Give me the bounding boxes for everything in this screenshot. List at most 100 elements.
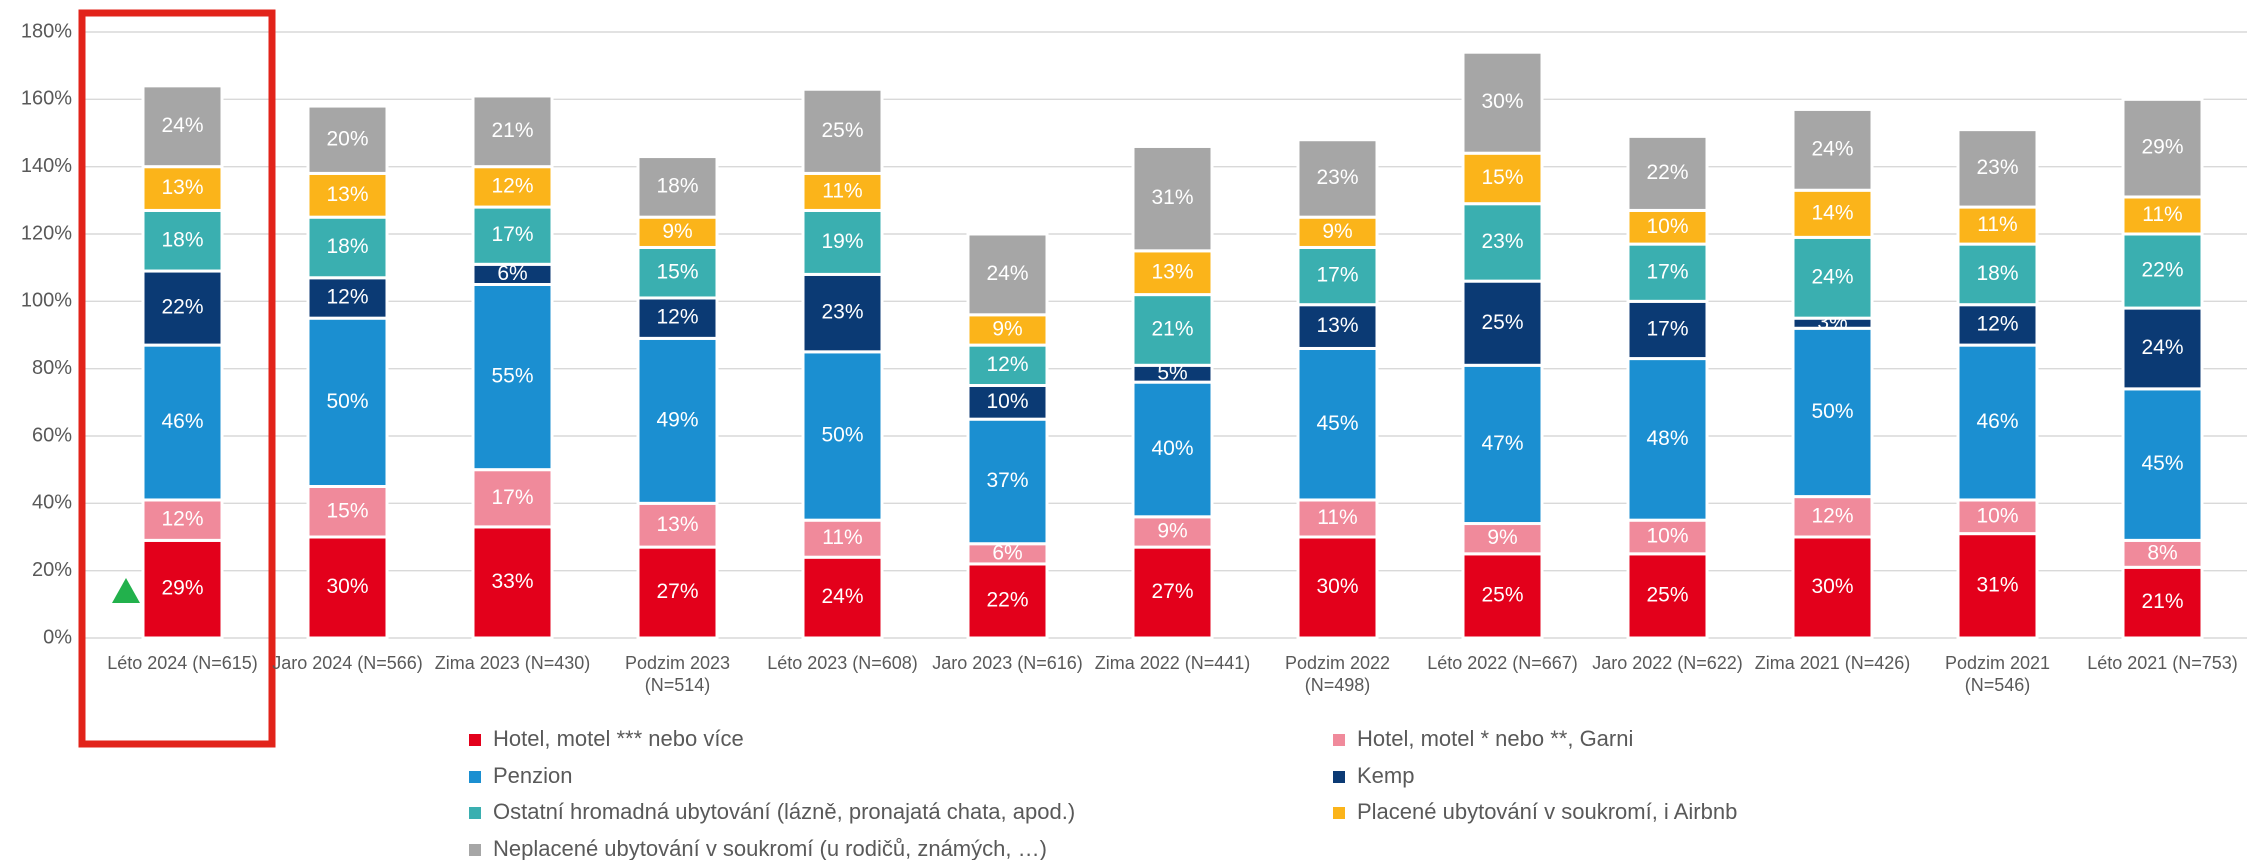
data-label: 27% <box>656 580 698 603</box>
data-label: 11% <box>822 179 862 202</box>
bar-segment <box>1461 552 1544 640</box>
data-label: 30% <box>326 575 368 598</box>
data-label: 30% <box>1481 90 1523 113</box>
bar-segment <box>1626 134 1709 212</box>
legend-item: Neplacené ubytování v soukromí (u rodičů… <box>469 836 1047 860</box>
data-label: 50% <box>821 424 863 447</box>
bar-segment <box>306 215 389 280</box>
bar-segment <box>1956 242 2039 307</box>
bar-segment <box>306 485 389 539</box>
x-tick-label: Léto 2021 (N=753) <box>2087 653 2238 673</box>
data-label: 31% <box>1151 186 1193 209</box>
bar-segment <box>1626 242 1709 303</box>
y-tick-label: 20% <box>32 559 72 581</box>
bar-segment <box>471 283 554 472</box>
data-label: 9% <box>1157 519 1187 542</box>
data-label: 25% <box>1481 311 1523 334</box>
bar-segment <box>636 155 719 219</box>
data-label: 18% <box>326 235 368 258</box>
data-label: 14% <box>1811 201 1853 224</box>
legend-swatch <box>469 770 481 783</box>
legend-label: Ostatní hromadná ubytování (lázně, prona… <box>493 799 1076 824</box>
bar-segment <box>1956 128 2039 209</box>
bar-segment <box>471 165 554 209</box>
data-label: 25% <box>1481 583 1523 606</box>
bar-segment <box>1956 205 2039 246</box>
data-label: 20% <box>326 127 368 150</box>
bar-segment <box>966 417 1049 546</box>
data-label: 22% <box>2141 259 2183 282</box>
bar-segment <box>1131 249 1214 297</box>
x-tick-label: Jaro 2023 (N=616) <box>932 653 1083 673</box>
data-label: 11% <box>1317 506 1357 529</box>
data-label: 9% <box>992 317 1022 340</box>
bar-segment <box>966 313 1049 347</box>
bar-segment <box>1296 303 1379 350</box>
data-label: 24% <box>986 262 1028 285</box>
data-label: 15% <box>656 260 698 283</box>
bar-segment <box>801 555 884 640</box>
x-tick-label: Zima 2023 (N=430) <box>434 653 591 673</box>
data-label: 11% <box>1977 213 2017 236</box>
data-label: 19% <box>821 230 863 253</box>
data-label: 24% <box>2141 336 2183 359</box>
bar-segment <box>1296 245 1379 307</box>
data-label: 11% <box>2142 203 2182 226</box>
data-label: 31% <box>1976 573 2018 596</box>
data-label: 23% <box>1481 230 1523 253</box>
data-label: 13% <box>656 513 698 536</box>
data-label: 23% <box>1316 166 1358 189</box>
bar-segment <box>2121 97 2204 199</box>
bar-segment <box>1461 363 1544 526</box>
data-label: 29% <box>161 577 203 600</box>
legend-swatch <box>1333 770 1345 783</box>
data-label: 9% <box>662 220 692 243</box>
legend-label: Penzion <box>493 762 573 788</box>
bar-segment <box>1296 215 1379 249</box>
data-label: 25% <box>1646 583 1688 606</box>
data-label: 45% <box>2141 452 2183 475</box>
data-label: 22% <box>161 296 203 319</box>
bar-segment <box>1626 299 1709 361</box>
data-label: 15% <box>326 499 368 522</box>
y-tick-label: 0% <box>43 626 72 648</box>
data-label: 13% <box>1316 314 1358 337</box>
data-label: 15% <box>1481 166 1523 189</box>
x-tick-label: Jaro 2024 (N=566) <box>272 653 423 673</box>
x-tick-label: Podzim 2021 (N=546) <box>1944 653 2051 695</box>
x-tick-label: Léto 2022 (N=667) <box>1427 653 1578 673</box>
data-label: 10% <box>986 390 1028 413</box>
data-label: 17% <box>1316 264 1358 287</box>
bar-segment <box>966 562 1049 640</box>
legend-label: Neplacené ubytování v soukromí (u rodičů… <box>493 835 1047 860</box>
bar-segment <box>1791 107 1874 192</box>
y-tick-label: 100% <box>21 290 72 312</box>
data-label: 18% <box>161 228 203 251</box>
data-label: 55% <box>491 365 533 388</box>
data-label: 10% <box>1976 504 2018 527</box>
data-label: 24% <box>1811 265 1853 288</box>
data-label: 10% <box>1646 525 1688 548</box>
bar-segment <box>966 232 1049 317</box>
bar-segment <box>1791 235 1874 320</box>
y-tick-label: 40% <box>32 492 72 514</box>
data-label: 45% <box>1316 412 1358 435</box>
legend-item: Penzion <box>469 763 573 789</box>
data-label: 17% <box>1646 317 1688 340</box>
bar-segment <box>1296 498 1379 539</box>
bar-segment <box>1956 532 2039 640</box>
x-tick-label: Zima 2021 (N=426) <box>1754 653 1911 673</box>
bar-segment <box>1626 357 1709 522</box>
data-label: 13% <box>1151 260 1193 283</box>
bar-segment <box>306 104 389 175</box>
legend-item: Placené ubytování v soukromí, i Airbnb <box>1333 799 1737 825</box>
data-label: 22% <box>1646 161 1688 184</box>
data-label: 29% <box>2141 136 2183 159</box>
bar-segment <box>1461 279 1544 367</box>
legend-swatch <box>1333 807 1345 820</box>
bar-segment <box>636 296 719 340</box>
bar-segment <box>966 343 1049 388</box>
data-label: 24% <box>821 585 863 608</box>
